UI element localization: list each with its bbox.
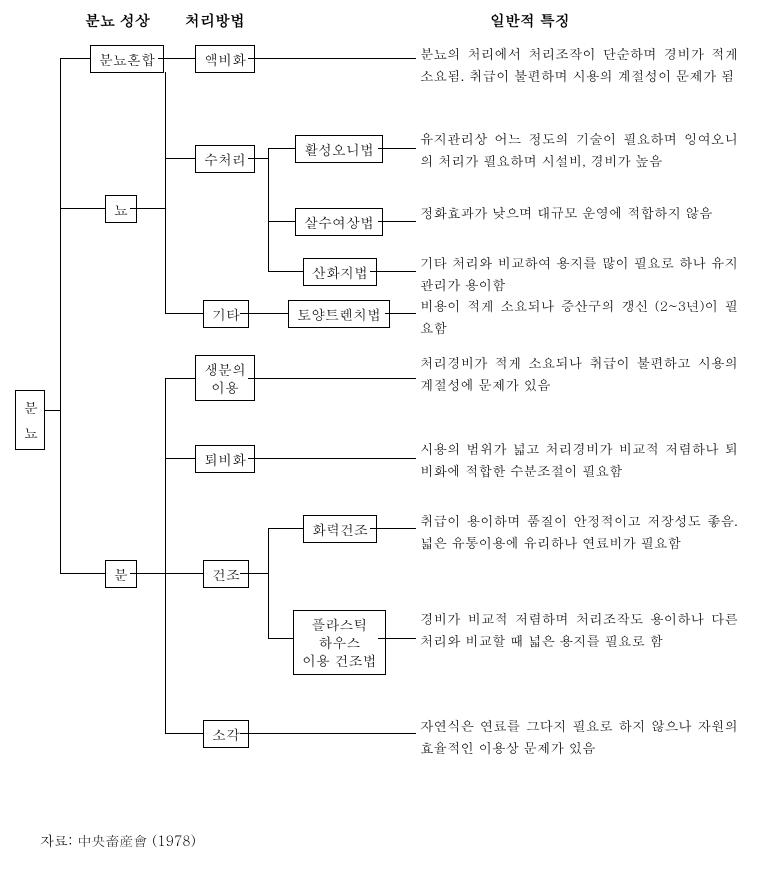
desc-6: 처리경비가 적게 소요되나 취급이 불편하고 시용의 계절성에 문제가 있음 bbox=[420, 352, 738, 395]
node-water: 수처리 bbox=[195, 145, 255, 173]
line bbox=[165, 733, 203, 734]
line bbox=[370, 528, 416, 529]
line bbox=[248, 378, 416, 379]
line bbox=[268, 221, 295, 222]
line bbox=[248, 458, 416, 459]
line bbox=[268, 528, 303, 529]
desc-4: 기타 처리와 비교하여 용지를 많이 필요로 하나 유지관리가 용이함 bbox=[420, 252, 738, 295]
line bbox=[268, 148, 269, 271]
node-nyo: 뇨 bbox=[105, 195, 137, 223]
node-bun: 분 bbox=[105, 560, 137, 588]
desc-1: 분뇨의 처리에서 처리조작이 단순하며 경비가 적게 소요됨. 취급이 불편하며… bbox=[420, 43, 738, 86]
line bbox=[370, 271, 416, 272]
desc-3: 정화효과가 낮으며 대규모 운영에 적합하지 않음 bbox=[420, 202, 738, 224]
desc-7: 시용의 범위가 넓고 처리경비가 비교적 저렴하나 퇴비화에 적합한 수분조절이… bbox=[420, 438, 738, 481]
node-raw: 생분의 이용 bbox=[195, 355, 255, 401]
desc-10: 자연식은 연료를 그다지 필요로 하지 않으나 자원의 효율적인 이용상 문제가… bbox=[420, 715, 738, 758]
node-fire: 화력건조 bbox=[303, 515, 377, 543]
line bbox=[385, 313, 416, 314]
line bbox=[158, 58, 195, 59]
line bbox=[240, 733, 416, 734]
line bbox=[165, 378, 166, 733]
line bbox=[240, 573, 268, 574]
line bbox=[60, 573, 105, 574]
node-trench: 토양트렌치법 bbox=[288, 300, 390, 328]
node-oxid: 산화지법 bbox=[303, 258, 377, 286]
line bbox=[130, 573, 165, 574]
line bbox=[165, 158, 195, 159]
line bbox=[165, 458, 195, 459]
node-incin: 소각 bbox=[203, 720, 249, 748]
line bbox=[165, 573, 203, 574]
node-filter: 살수여상법 bbox=[295, 208, 383, 236]
node-liquid: 액비화 bbox=[195, 45, 255, 73]
desc-5: 비용이 적게 소요되나 증산구의 갱신 (2~3년)이 필요함 bbox=[420, 295, 738, 338]
node-sludge: 활성오니법 bbox=[295, 135, 383, 163]
header-col1: 분뇨 성상 bbox=[85, 10, 150, 31]
source-text: 자료: 中央畜産會 (1978) bbox=[40, 830, 196, 850]
desc-2: 유지관리상 어느 정도의 기술이 필요하며 잉여오니의 처리가 필요하며 시설비… bbox=[420, 128, 738, 171]
line bbox=[268, 271, 303, 272]
desc-9: 경비가 비교적 저렴하며 처리조작도 용이하나 다른 처리와 비교할 때 넓은 … bbox=[420, 608, 738, 651]
node-dry: 건조 bbox=[203, 560, 249, 588]
line bbox=[268, 148, 295, 149]
line bbox=[268, 638, 293, 639]
line bbox=[378, 221, 416, 222]
node-mix: 분뇨혼합 bbox=[90, 45, 164, 73]
line bbox=[130, 208, 165, 209]
line bbox=[45, 410, 60, 411]
line bbox=[165, 72, 166, 313]
line bbox=[60, 58, 61, 574]
node-compost: 퇴비화 bbox=[195, 445, 255, 473]
line bbox=[248, 58, 416, 59]
line bbox=[378, 638, 416, 639]
node-etc: 기타 bbox=[203, 300, 249, 328]
desc-8: 취급이 용이하며 품질이 안정적이고 저장성도 좋음. 넓은 유통이용에 유리하… bbox=[420, 510, 738, 553]
header-col2: 처리방법 bbox=[185, 10, 245, 31]
line bbox=[165, 313, 203, 314]
line bbox=[378, 148, 416, 149]
line bbox=[268, 528, 269, 638]
line bbox=[60, 58, 90, 59]
line bbox=[60, 208, 105, 209]
node-root: 분 뇨 bbox=[15, 390, 45, 450]
line bbox=[165, 378, 195, 379]
node-plastic: 플라스틱 하우스 이용 건조법 bbox=[293, 610, 386, 675]
header-col3: 일반적 특징 bbox=[490, 10, 570, 31]
line bbox=[240, 313, 288, 314]
line bbox=[248, 158, 268, 159]
